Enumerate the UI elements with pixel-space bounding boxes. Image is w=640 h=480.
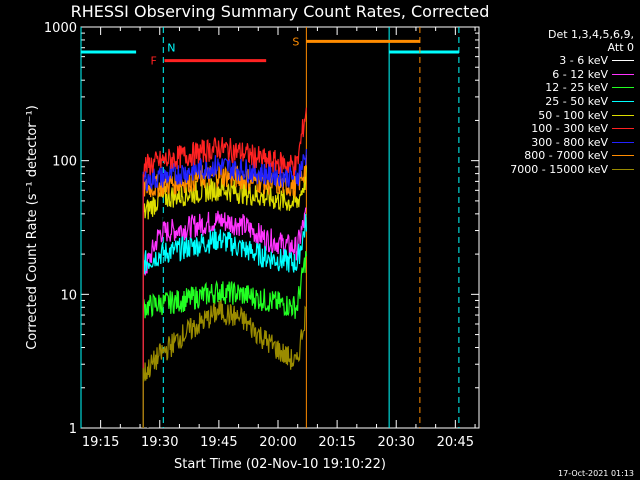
annotation-label: F xyxy=(150,55,156,68)
legend-swatch xyxy=(612,128,634,130)
x-tick-label: 19:15 xyxy=(82,435,119,450)
legend-swatch xyxy=(612,114,634,116)
series-line xyxy=(142,149,307,428)
legend-label: 300 - 800 keV xyxy=(531,135,608,149)
legend-swatch xyxy=(612,141,634,143)
annotation-label: S xyxy=(292,35,299,48)
annotation-label: N xyxy=(167,42,175,55)
legend-swatch xyxy=(612,101,634,103)
legend: Det 1,3,4,5,6,9, Att 0 3 - 6 keV 6 - 12 k… xyxy=(474,28,634,176)
series-line xyxy=(142,251,307,428)
y-tick-label: 1000 xyxy=(44,21,77,36)
legend-entry: 25 - 50 keV xyxy=(474,95,634,109)
detector-info-line-2: Att 0 xyxy=(607,41,634,54)
plot-frame xyxy=(80,26,480,429)
detector-info-line-1: Det 1,3,4,5,6,9, xyxy=(547,28,634,41)
legend-label: 50 - 100 keV xyxy=(538,108,608,122)
series-line xyxy=(142,300,307,428)
x-tick-label: 20:30 xyxy=(377,435,414,450)
legend-label: 25 - 50 keV xyxy=(545,95,608,109)
legend-label: 800 - 7000 keV xyxy=(524,149,608,163)
legend-entry: 300 - 800 keV xyxy=(474,136,634,150)
x-tick-label: 19:45 xyxy=(200,435,237,450)
legend-swatch xyxy=(612,87,634,89)
y-tick-label: 100 xyxy=(52,155,77,170)
footer-timestamp: 17-Oct-2021 01:13 xyxy=(558,469,634,478)
legend-entry: 100 - 300 keV xyxy=(474,122,634,136)
legend-label: 6 - 12 keV xyxy=(552,67,608,81)
x-tick-label: 19:30 xyxy=(141,435,178,450)
legend-entry: 12 - 25 keV xyxy=(474,81,634,95)
x-tick-label: 20:00 xyxy=(259,435,296,450)
legend-label: 100 - 300 keV xyxy=(531,122,608,136)
legend-entry: 6 - 12 keV xyxy=(474,68,634,82)
legend-entry: 3 - 6 keV xyxy=(474,54,634,68)
legend-swatch xyxy=(612,155,634,157)
chart-title: RHESSI Observing Summary Count Rates, Co… xyxy=(70,2,490,21)
series-line xyxy=(142,166,307,428)
legend-entry: 7000 - 15000 keV xyxy=(474,163,634,177)
legend-swatch xyxy=(612,73,634,75)
y-axis-label: Corrected Count Rate (s⁻¹ detector⁻¹) xyxy=(25,105,40,350)
x-tick-label: 20:45 xyxy=(437,435,474,450)
legend-entry: 800 - 7000 keV xyxy=(474,149,634,163)
x-tick-label: 20:15 xyxy=(318,435,355,450)
series-line xyxy=(142,207,307,428)
y-tick-label: 1 xyxy=(69,422,77,437)
y-tick-label: 10 xyxy=(60,288,77,303)
legend-entry: 50 - 100 keV xyxy=(474,108,634,122)
series-line xyxy=(142,107,307,428)
x-axis-label: Start Time (02-Nov-10 19:10:22) xyxy=(174,457,386,472)
legend-swatch xyxy=(612,169,634,171)
series-line xyxy=(142,154,307,428)
legend-label: 7000 - 15000 keV xyxy=(510,163,608,177)
series-line xyxy=(142,213,307,428)
legend-label: 12 - 25 keV xyxy=(545,81,608,95)
legend-label: 3 - 6 keV xyxy=(559,54,608,68)
legend-swatch xyxy=(612,60,634,62)
